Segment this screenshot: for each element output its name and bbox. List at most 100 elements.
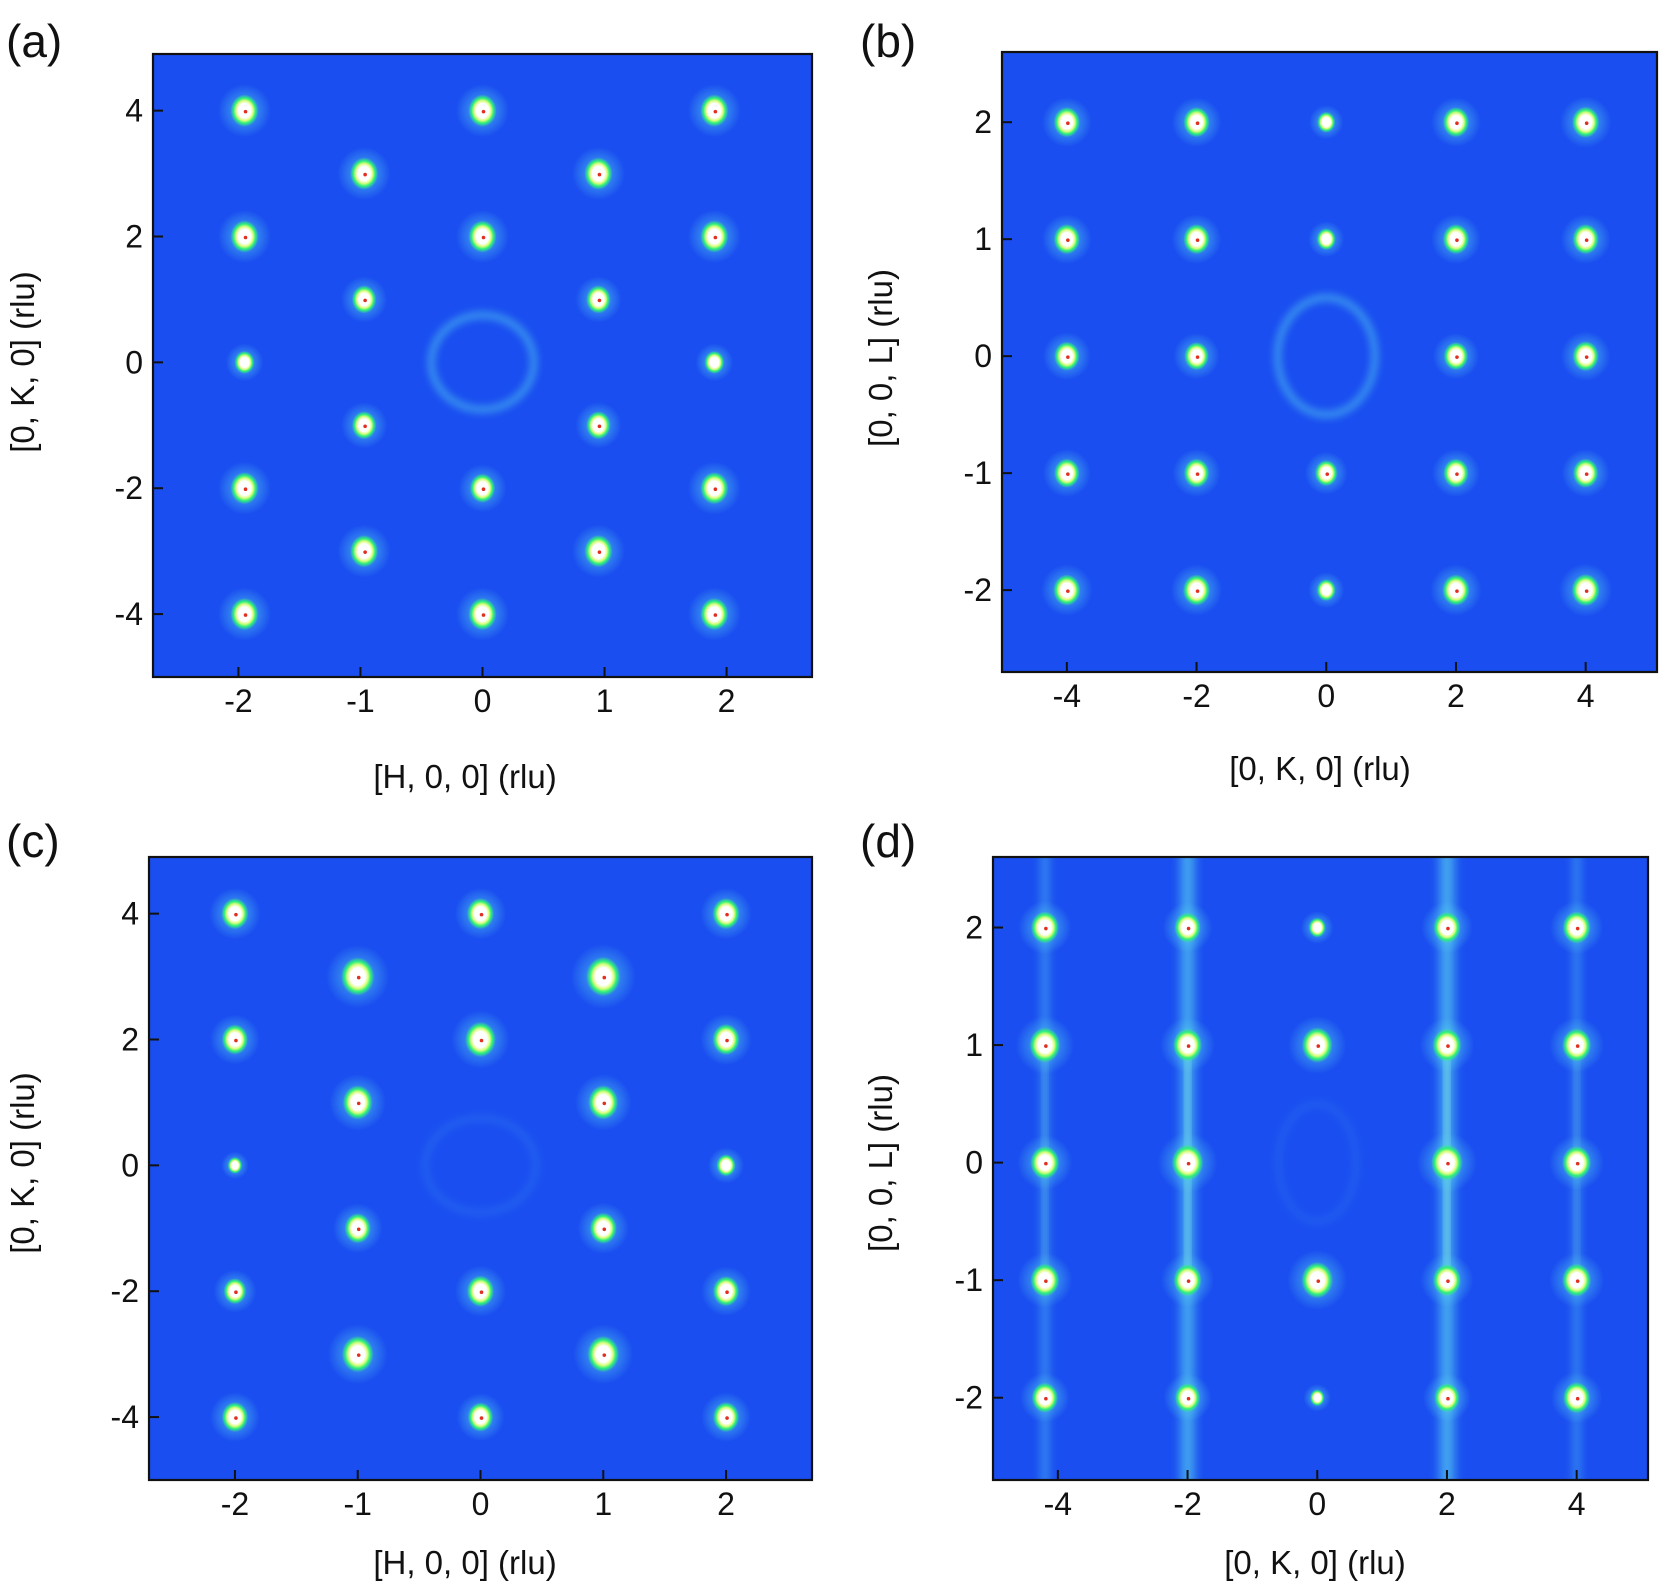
peak-center: [1186, 1396, 1191, 1401]
peak-center: [1575, 1161, 1580, 1166]
peak-center: [1044, 926, 1048, 931]
y-tick-label: -4: [115, 596, 143, 632]
x-tick-label: -2: [1182, 678, 1210, 714]
peak-center: [1575, 1279, 1580, 1283]
y-tick-label: 0: [121, 1147, 139, 1183]
y-tick-label: -1: [964, 455, 992, 491]
panel-b: (b) -4 -2 0 2 4 -2 -1 0 1 2 [0, K, 0] (rlu) [0, 0…: [860, 15, 1659, 787]
peak-center: [481, 109, 486, 114]
diffuse-ring: [427, 311, 538, 414]
peak-center: [1455, 472, 1459, 476]
x-tick-label: -1: [343, 1486, 371, 1522]
peak-center: [234, 912, 238, 917]
plot-area: [149, 857, 812, 1480]
peak-center: [1584, 589, 1589, 593]
peak-center: [602, 1353, 607, 1357]
peak-center: [1575, 1044, 1580, 1048]
peak-center: [1044, 1044, 1048, 1048]
peak-center: [1186, 1279, 1191, 1283]
x-tick-label: -4: [1044, 1486, 1072, 1522]
y-tick-label: 1: [965, 1027, 983, 1063]
diffuse-ring: [1274, 294, 1379, 419]
peak-center: [481, 613, 486, 617]
peak-center: [725, 1416, 729, 1420]
bragg-peak: [1310, 1389, 1325, 1407]
bragg-peak: [1308, 917, 1326, 938]
peak-center: [1186, 926, 1191, 931]
peak-center: [1325, 472, 1330, 476]
y-tick-label: 0: [125, 344, 143, 380]
peak-center: [363, 424, 367, 429]
peak-center: [356, 1227, 361, 1232]
axes: -2 -1 0 1 2 -4 -2 0 2 4: [111, 855, 814, 1522]
y-tick-label: 0: [965, 1145, 983, 1181]
x-tick-label: 1: [596, 683, 614, 719]
x-tick-label: 4: [1577, 678, 1595, 714]
y-tick-label: 2: [125, 218, 143, 254]
peak-center: [1066, 121, 1070, 125]
peak-center: [1066, 472, 1070, 476]
peak-center: [234, 1290, 238, 1295]
peak-center: [1575, 1396, 1580, 1401]
peak-center: [356, 1353, 361, 1357]
peak-center: [713, 487, 718, 492]
peak-center: [713, 109, 718, 114]
peak-center: [725, 912, 729, 917]
peak-center: [1316, 1279, 1321, 1283]
panel-a: (a) -2 -1 0 1 2 -4 -2 0 2 4 [H, 0, 0] (rlu) [0, K…: [4, 15, 814, 795]
peak-center: [1066, 589, 1070, 593]
peak-center: [479, 912, 484, 917]
peak-center: [1066, 355, 1070, 359]
peak-center: [1066, 238, 1070, 242]
peak-center: [1186, 1161, 1191, 1166]
heatmap-image: [993, 857, 1648, 1480]
peak-center: [1584, 121, 1589, 125]
peak-center: [602, 975, 607, 980]
y-tick-label: -2: [955, 1380, 983, 1416]
x-tick-label: 0: [1308, 1486, 1326, 1522]
peak-center: [234, 1416, 238, 1420]
y-tick-label: 4: [125, 93, 143, 129]
x-tick-label: -2: [224, 683, 252, 719]
peak-center: [725, 1038, 729, 1043]
axes: -4 -2 0 2 4 -2 -1 0 1 2: [964, 50, 1659, 714]
peak-center: [602, 1101, 607, 1106]
bragg-peak: [704, 350, 725, 374]
y-tick-label: 2: [121, 1021, 139, 1057]
diffuse-ring: [1274, 1100, 1360, 1225]
x-axis-label: [H, 0, 0] (rlu): [373, 1544, 556, 1581]
y-tick-label: 2: [974, 104, 992, 140]
diffuse-ring: [421, 1114, 540, 1217]
y-tick-label: -2: [964, 572, 992, 608]
peak-center: [1044, 1279, 1048, 1283]
peak-center: [356, 975, 361, 980]
heatmap-background: [1002, 52, 1657, 672]
plot-area: [993, 857, 1648, 1480]
x-tick-label: 4: [1568, 1486, 1586, 1522]
plot-frame: [991, 855, 1650, 1482]
panel-c: (c) -2 -1 0 1 2 -4 -2 0 2 4 [H, 0, 0] (rlu) [0, K…: [4, 815, 814, 1581]
peak-center: [1316, 1044, 1321, 1048]
x-tick-label: 2: [718, 683, 736, 719]
peak-center: [1044, 1396, 1048, 1401]
peak-center: [234, 1038, 238, 1043]
y-tick-label: -1: [955, 1262, 983, 1298]
y-tick-label: -4: [111, 1399, 139, 1435]
peak-center: [1446, 1279, 1450, 1283]
peak-center: [602, 1227, 607, 1232]
y-tick-label: 0: [974, 338, 992, 374]
y-tick-label: 4: [121, 896, 139, 932]
peak-center: [1195, 472, 1200, 476]
peak-center: [1446, 1396, 1450, 1401]
peak-center: [725, 1290, 729, 1295]
peak-center: [243, 109, 248, 114]
x-axis-label: [0, K, 0] (rlu): [1224, 1544, 1406, 1581]
peak-center: [363, 550, 367, 554]
peak-center: [597, 550, 602, 554]
heatmap-background: [993, 857, 1648, 1480]
y-tick-label: 2: [965, 910, 983, 946]
x-axis-label: [H, 0, 0] (rlu): [373, 758, 556, 795]
y-axis-label: [0, 0, L] (rlu): [862, 269, 899, 447]
x-tick-label: 0: [474, 683, 492, 719]
y-axis-label: [0, 0, L] (rlu): [862, 1074, 899, 1252]
